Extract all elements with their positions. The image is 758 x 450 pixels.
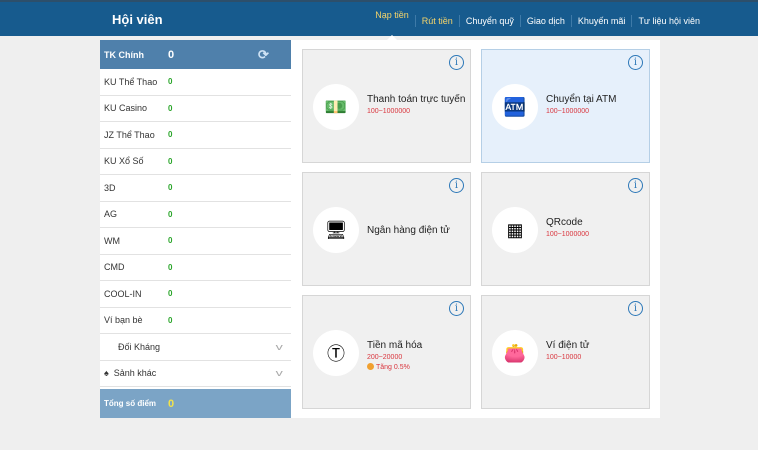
balance-label: COOL-IN (104, 288, 142, 299)
balance-label: JZ Thể Thao (104, 129, 155, 140)
balance-label: CMD (104, 262, 125, 273)
refresh-icon[interactable]: ⟳ (258, 46, 269, 62)
balance-row: WM 0 (100, 228, 291, 255)
tab-deposit[interactable]: Nạp tiền (369, 9, 415, 40)
balance-label: AG (104, 209, 118, 220)
info-icon[interactable]: i (449, 301, 464, 316)
top-nav: Nạp tiền Rút tiền Chuyển quỹ Giao dịch K… (369, 10, 706, 40)
qrcode-icon: ▦ (492, 207, 538, 253)
balance-value: 0 (168, 236, 173, 246)
chevron-down-icon: v (275, 341, 283, 352)
balance-row: COOL-IN 0 (100, 281, 291, 308)
total-value: 0 (168, 397, 175, 410)
tether-icon: Ⓣ (313, 330, 359, 376)
balance-value: 0 (168, 183, 173, 193)
tab-transfer[interactable]: Chuyển quỹ (458, 15, 520, 27)
info-icon[interactable]: i (628, 55, 643, 70)
balance-value: 0 (168, 130, 173, 140)
spade-icon: ♠ (104, 368, 109, 379)
sanh-khac-label: Sảnh khác (113, 368, 157, 379)
money-phone-icon: 💵 (313, 84, 359, 130)
tab-transactions[interactable]: Giao dịch (519, 15, 571, 27)
chevron-down-icon: v (275, 368, 283, 379)
payment-method-card[interactable]: i 👛 Ví điện tử 100~10000 (481, 295, 650, 409)
balance-label: WM (104, 235, 120, 246)
method-range: 100~1000000 (546, 108, 590, 115)
bonus-badge: Tăng 0.5% (367, 363, 422, 371)
bonus-icon (367, 363, 374, 370)
bonus-text: Tăng 0.5% (376, 364, 410, 371)
payment-method-card[interactable]: i ▦ QRcode 100~1000000 (481, 172, 650, 286)
payment-methods: i 💵 Thanh toán trực tuyến 100~1000000 i 🏧… (291, 40, 660, 418)
method-range: 200~20000 (367, 354, 403, 361)
monitor-dollar-icon: 🖥 (313, 207, 359, 253)
doi-khang-row[interactable]: Đối Kháng v (100, 334, 291, 361)
total-label: Tổng số điểm (104, 399, 156, 408)
balance-row: 3D 0 (100, 175, 291, 202)
method-range: 100~10000 (546, 354, 582, 361)
payment-method-card[interactable]: i Ⓣ Tiền mã hóa 200~20000 Tăng 0.5% (302, 295, 471, 409)
payment-method-card[interactable]: i 🏧 Chuyển tại ATM 100~1000000 (481, 49, 650, 163)
atm-icon: 🏧 (492, 84, 538, 130)
main-account-label: TK Chính (104, 49, 144, 60)
sanh-khac-row[interactable]: ♠ Sảnh khác v (100, 361, 291, 387)
balance-row: JZ Thể Thao 0 (100, 122, 291, 149)
balance-value: 0 (168, 77, 173, 87)
method-name: Ví điện tử (546, 340, 590, 351)
balance-value: 0 (168, 156, 173, 166)
method-range: 100~1000000 (367, 108, 411, 115)
payment-method-card[interactable]: i 💵 Thanh toán trực tuyến 100~1000000 (302, 49, 471, 163)
balance-label: KU Thể Thao (104, 76, 158, 87)
info-icon[interactable]: i (628, 178, 643, 193)
balance-row: CMD 0 (100, 255, 291, 281)
header: Hội viên Nạp tiền Rút tiền Chuyển quỹ Gi… (0, 0, 758, 40)
page-title: Hội viên (112, 12, 163, 27)
method-name: Thanh toán trực tuyến (367, 94, 466, 105)
balance-row: KU Xổ Số 0 (100, 149, 291, 175)
wallet-icon: 👛 (492, 330, 538, 376)
balance-label: Ví bạn bè (104, 315, 143, 326)
balance-row: KU Casino 0 (100, 96, 291, 122)
payment-method-card[interactable]: i 🖥 Ngân hàng điện tử (302, 172, 471, 286)
info-icon[interactable]: i (449, 55, 464, 70)
balance-value: 0 (168, 209, 173, 219)
main-account-row: TK Chính 0 ⟳ (100, 40, 291, 69)
method-range: 100~1000000 (546, 231, 590, 238)
balance-row: AG 0 (100, 202, 291, 228)
tab-withdraw[interactable]: Rút tiền (414, 15, 459, 27)
method-name: QRcode (546, 217, 583, 228)
balance-value: 0 (168, 262, 173, 272)
info-icon[interactable]: i (449, 178, 464, 193)
balance-row: Ví bạn bè 0 (100, 308, 291, 334)
method-name: Ngân hàng điện tử (367, 225, 450, 236)
balance-label: KU Xổ Số (104, 156, 144, 167)
main-account-value: 0 (168, 48, 175, 61)
balance-value: 0 (168, 315, 173, 325)
doi-khang-label: Đối Kháng (118, 341, 161, 352)
tab-promotions[interactable]: Khuyến mãi (570, 15, 632, 27)
balance-label: 3D (104, 182, 116, 193)
total-row: Tổng số điểm 0 (100, 389, 291, 418)
method-name: Chuyển tại ATM (546, 94, 617, 105)
balance-value: 0 (168, 289, 173, 299)
info-icon[interactable]: i (628, 301, 643, 316)
method-name: Tiền mã hóa (367, 340, 423, 351)
balance-value: 0 (168, 103, 173, 113)
balance-row: KU Thể Thao 0 (100, 69, 291, 96)
balance-label: KU Casino (104, 103, 148, 114)
sidebar: TK Chính 0 ⟳ KU Thể Thao 0 KU Casino 0 JZ Th… (100, 40, 291, 418)
tab-profile[interactable]: Tư liệu hội viên (631, 15, 706, 27)
